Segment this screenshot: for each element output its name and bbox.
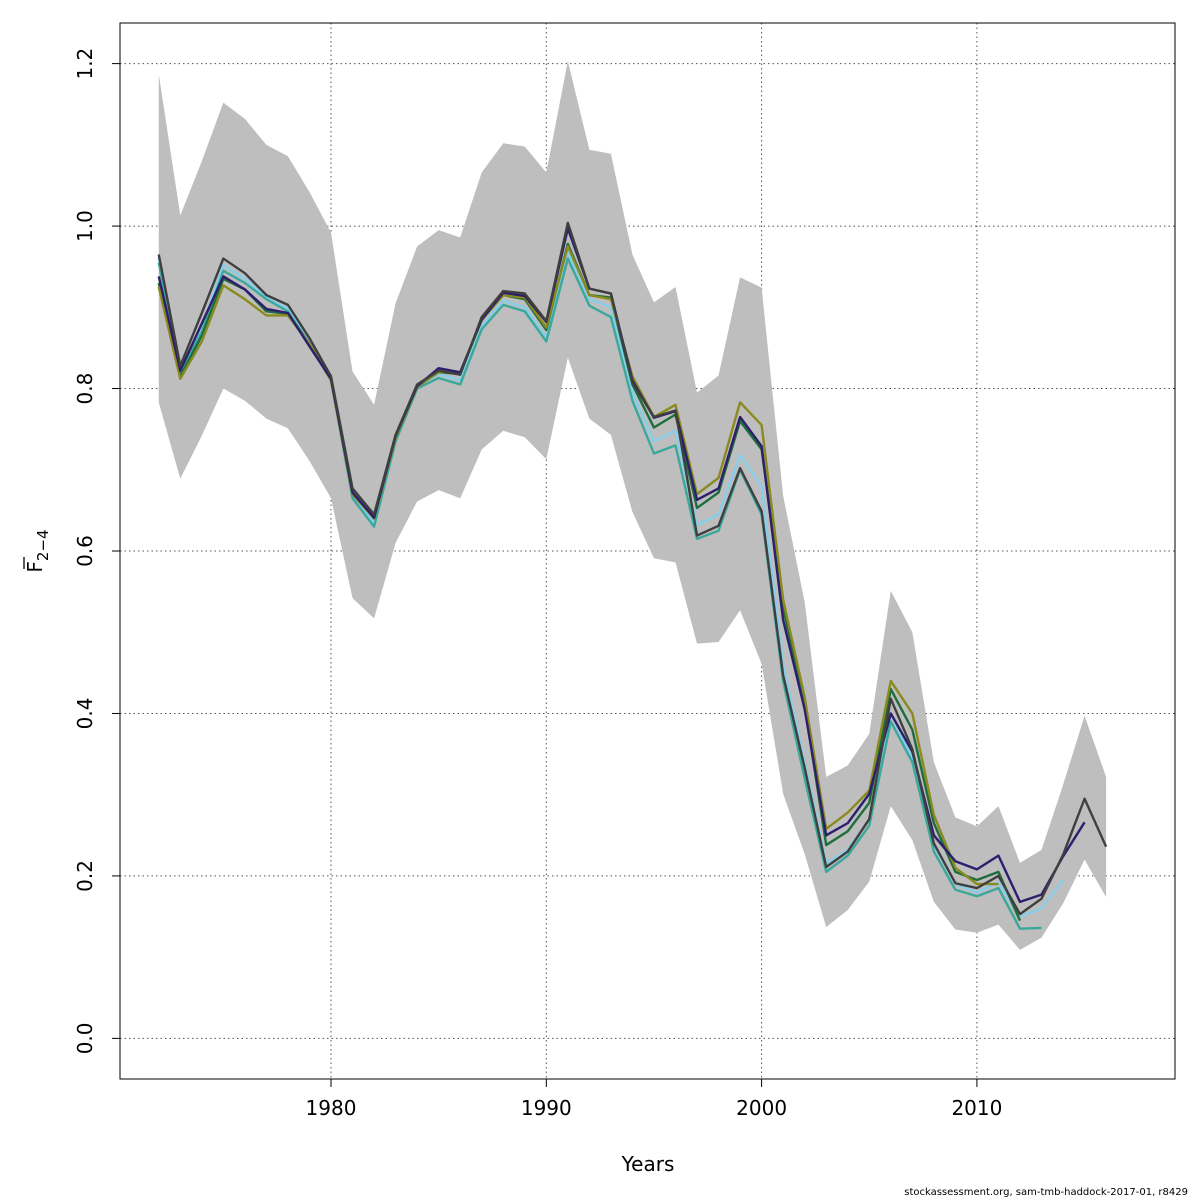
confidence-band <box>158 61 1107 950</box>
x-axis-title: Years <box>621 1152 675 1176</box>
y-axis-title: F2−4 <box>23 529 52 572</box>
y-axis-title-sub: 2−4 <box>34 529 52 561</box>
x-tick-label: 2010 <box>951 1096 1002 1120</box>
y-tick-label: 1.0 <box>73 210 97 242</box>
series-lines <box>157 221 1108 930</box>
svg-text:F2−4: F2−4 <box>23 529 52 572</box>
x-tick-label: 1980 <box>306 1096 357 1120</box>
x-tick-label: 2000 <box>736 1096 787 1120</box>
y-tick-label: 1.2 <box>73 48 97 80</box>
x-tick-label: 1990 <box>521 1096 572 1120</box>
y-tick-label: 0.0 <box>73 1022 97 1054</box>
footer-credit: stockassessment.org, sam-tmb-haddock-201… <box>904 1187 1188 1198</box>
y-tick-label: 0.6 <box>73 535 97 567</box>
axes: 1980 1990 2000 2010 0.0 0.2 0.4 0.6 0.8 1.0 1.2 <box>73 48 1002 1120</box>
y-tick-label: 0.4 <box>73 698 97 730</box>
y-tick-label: 0.2 <box>73 860 97 892</box>
y-tick-label: 0.8 <box>73 373 97 405</box>
y-axis-title-main: F <box>23 561 47 573</box>
confidence-band-area <box>158 61 1107 950</box>
series-line-0 <box>157 221 1108 916</box>
